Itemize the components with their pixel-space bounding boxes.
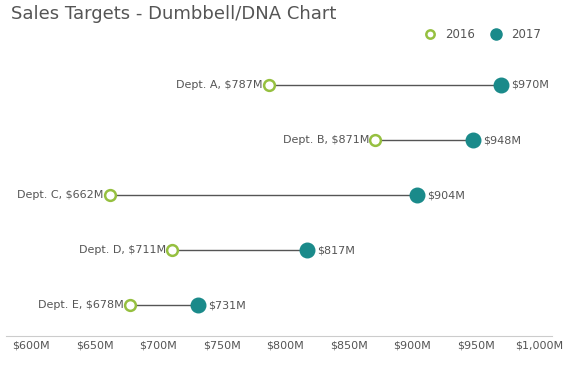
Point: [302, 247, 311, 254]
Text: $817M: $817M: [317, 245, 355, 256]
Text: $904M: $904M: [427, 190, 465, 200]
Text: Dept. D, $711M: Dept. D, $711M: [79, 245, 166, 256]
Point: [193, 302, 202, 308]
Text: Dept. B, $871M: Dept. B, $871M: [283, 135, 369, 145]
Legend: 2016, 2017: 2016, 2017: [413, 23, 546, 46]
Text: Sales Targets - Dumbbell/DNA Chart: Sales Targets - Dumbbell/DNA Chart: [11, 5, 336, 23]
Text: Dept. C, $662M: Dept. C, $662M: [17, 190, 104, 200]
Point: [167, 247, 176, 254]
Text: $970M: $970M: [512, 80, 549, 90]
Text: $948M: $948M: [483, 135, 521, 145]
Point: [264, 82, 273, 88]
Text: $731M: $731M: [208, 300, 245, 310]
Point: [413, 192, 422, 198]
Point: [105, 192, 114, 198]
Text: Dept. A, $787M: Dept. A, $787M: [176, 80, 262, 90]
Point: [469, 137, 478, 143]
Point: [497, 82, 506, 88]
Point: [371, 137, 380, 143]
Text: Dept. E, $678M: Dept. E, $678M: [38, 300, 124, 310]
Point: [126, 302, 135, 308]
